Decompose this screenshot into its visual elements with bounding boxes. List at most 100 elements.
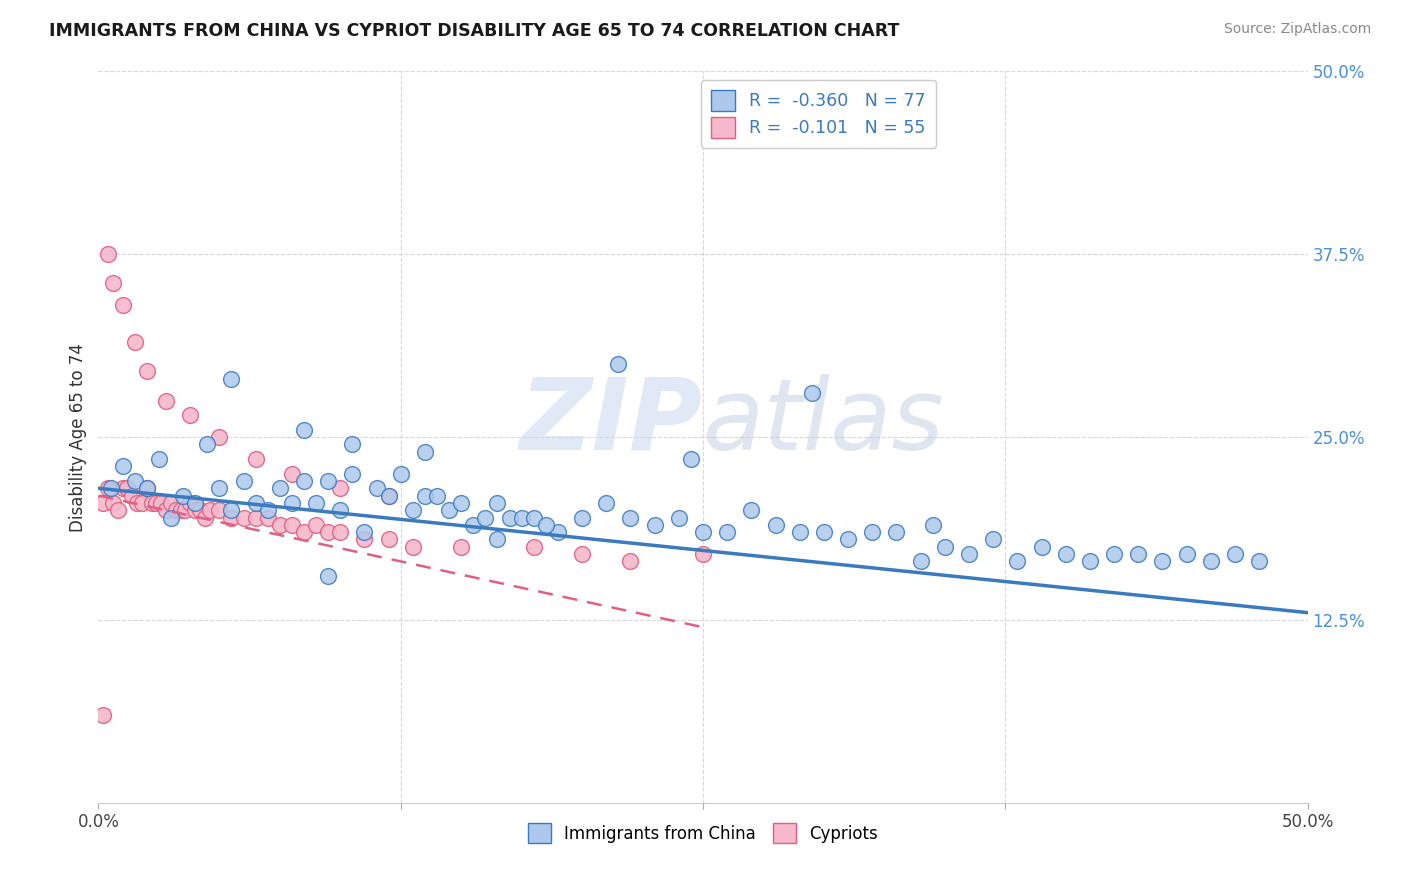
Point <box>486 496 509 510</box>
Point <box>800 386 823 401</box>
Point <box>679 452 702 467</box>
Point <box>245 510 267 524</box>
Point <box>619 554 641 568</box>
Text: Source: ZipAtlas.com: Source: ZipAtlas.com <box>1223 22 1371 37</box>
Point <box>316 525 339 540</box>
Y-axis label: Disability Age 65 to 74: Disability Age 65 to 74 <box>69 343 87 532</box>
Point <box>111 298 134 312</box>
Point <box>281 517 304 532</box>
Point <box>981 533 1004 547</box>
Point <box>155 393 177 408</box>
Point <box>221 503 243 517</box>
Point <box>97 481 120 495</box>
Point <box>547 525 569 540</box>
Point <box>474 510 496 524</box>
Point <box>402 540 425 554</box>
Point <box>366 481 388 495</box>
Point <box>860 525 883 540</box>
Point <box>534 517 557 532</box>
Point <box>1128 547 1150 561</box>
Point <box>292 474 315 488</box>
Point <box>1249 554 1271 568</box>
Point <box>342 467 364 481</box>
Point <box>486 533 509 547</box>
Point <box>329 481 352 495</box>
Point <box>269 481 291 495</box>
Point <box>100 481 122 495</box>
Point <box>101 277 124 291</box>
Point <box>124 334 146 349</box>
Point <box>245 452 267 467</box>
Point <box>141 496 163 510</box>
Point <box>402 503 425 517</box>
Point <box>179 496 201 510</box>
Point <box>135 481 157 495</box>
Point <box>179 408 201 422</box>
Point <box>1102 547 1125 561</box>
Point <box>910 554 932 568</box>
Point <box>413 444 436 458</box>
Point <box>463 517 485 532</box>
Point <box>127 496 149 510</box>
Point <box>450 496 472 510</box>
Point <box>523 540 546 554</box>
Point <box>169 503 191 517</box>
Point <box>353 525 375 540</box>
Point <box>111 481 134 495</box>
Point <box>292 423 315 437</box>
Point <box>377 489 399 503</box>
Point <box>124 474 146 488</box>
Point <box>121 489 143 503</box>
Point <box>221 510 243 524</box>
Point <box>692 525 714 540</box>
Point <box>221 371 243 385</box>
Point <box>316 569 339 583</box>
Point <box>208 503 231 517</box>
Point <box>571 510 593 524</box>
Point <box>245 496 267 510</box>
Point <box>281 496 304 510</box>
Text: atlas: atlas <box>703 374 945 471</box>
Point <box>389 467 412 481</box>
Point <box>1054 547 1077 561</box>
Point <box>107 503 129 517</box>
Point <box>269 517 291 532</box>
Point <box>131 496 153 510</box>
Point <box>91 708 114 723</box>
Point <box>232 510 254 524</box>
Point <box>1031 540 1053 554</box>
Point <box>91 496 114 510</box>
Point <box>329 503 352 517</box>
Point <box>188 503 211 517</box>
Point <box>740 503 762 517</box>
Point <box>377 533 399 547</box>
Point <box>1007 554 1029 568</box>
Point <box>934 540 956 554</box>
Point <box>1175 547 1198 561</box>
Point <box>813 525 835 540</box>
Point <box>644 517 666 532</box>
Point <box>789 525 811 540</box>
Point <box>450 540 472 554</box>
Point <box>232 474 254 488</box>
Point <box>426 489 449 503</box>
Point <box>523 510 546 524</box>
Point <box>619 510 641 524</box>
Point <box>135 481 157 495</box>
Point <box>208 481 231 495</box>
Point <box>1223 547 1246 561</box>
Point <box>510 510 533 524</box>
Point <box>498 510 520 524</box>
Point <box>256 503 278 517</box>
Point <box>305 517 328 532</box>
Point <box>377 489 399 503</box>
Point <box>413 489 436 503</box>
Point <box>886 525 908 540</box>
Point <box>837 533 859 547</box>
Point <box>160 510 183 524</box>
Point <box>1199 554 1222 568</box>
Point <box>437 503 460 517</box>
Point <box>668 510 690 524</box>
Text: IMMIGRANTS FROM CHINA VS CYPRIOT DISABILITY AGE 65 TO 74 CORRELATION CHART: IMMIGRANTS FROM CHINA VS CYPRIOT DISABIL… <box>49 22 900 40</box>
Point <box>305 496 328 510</box>
